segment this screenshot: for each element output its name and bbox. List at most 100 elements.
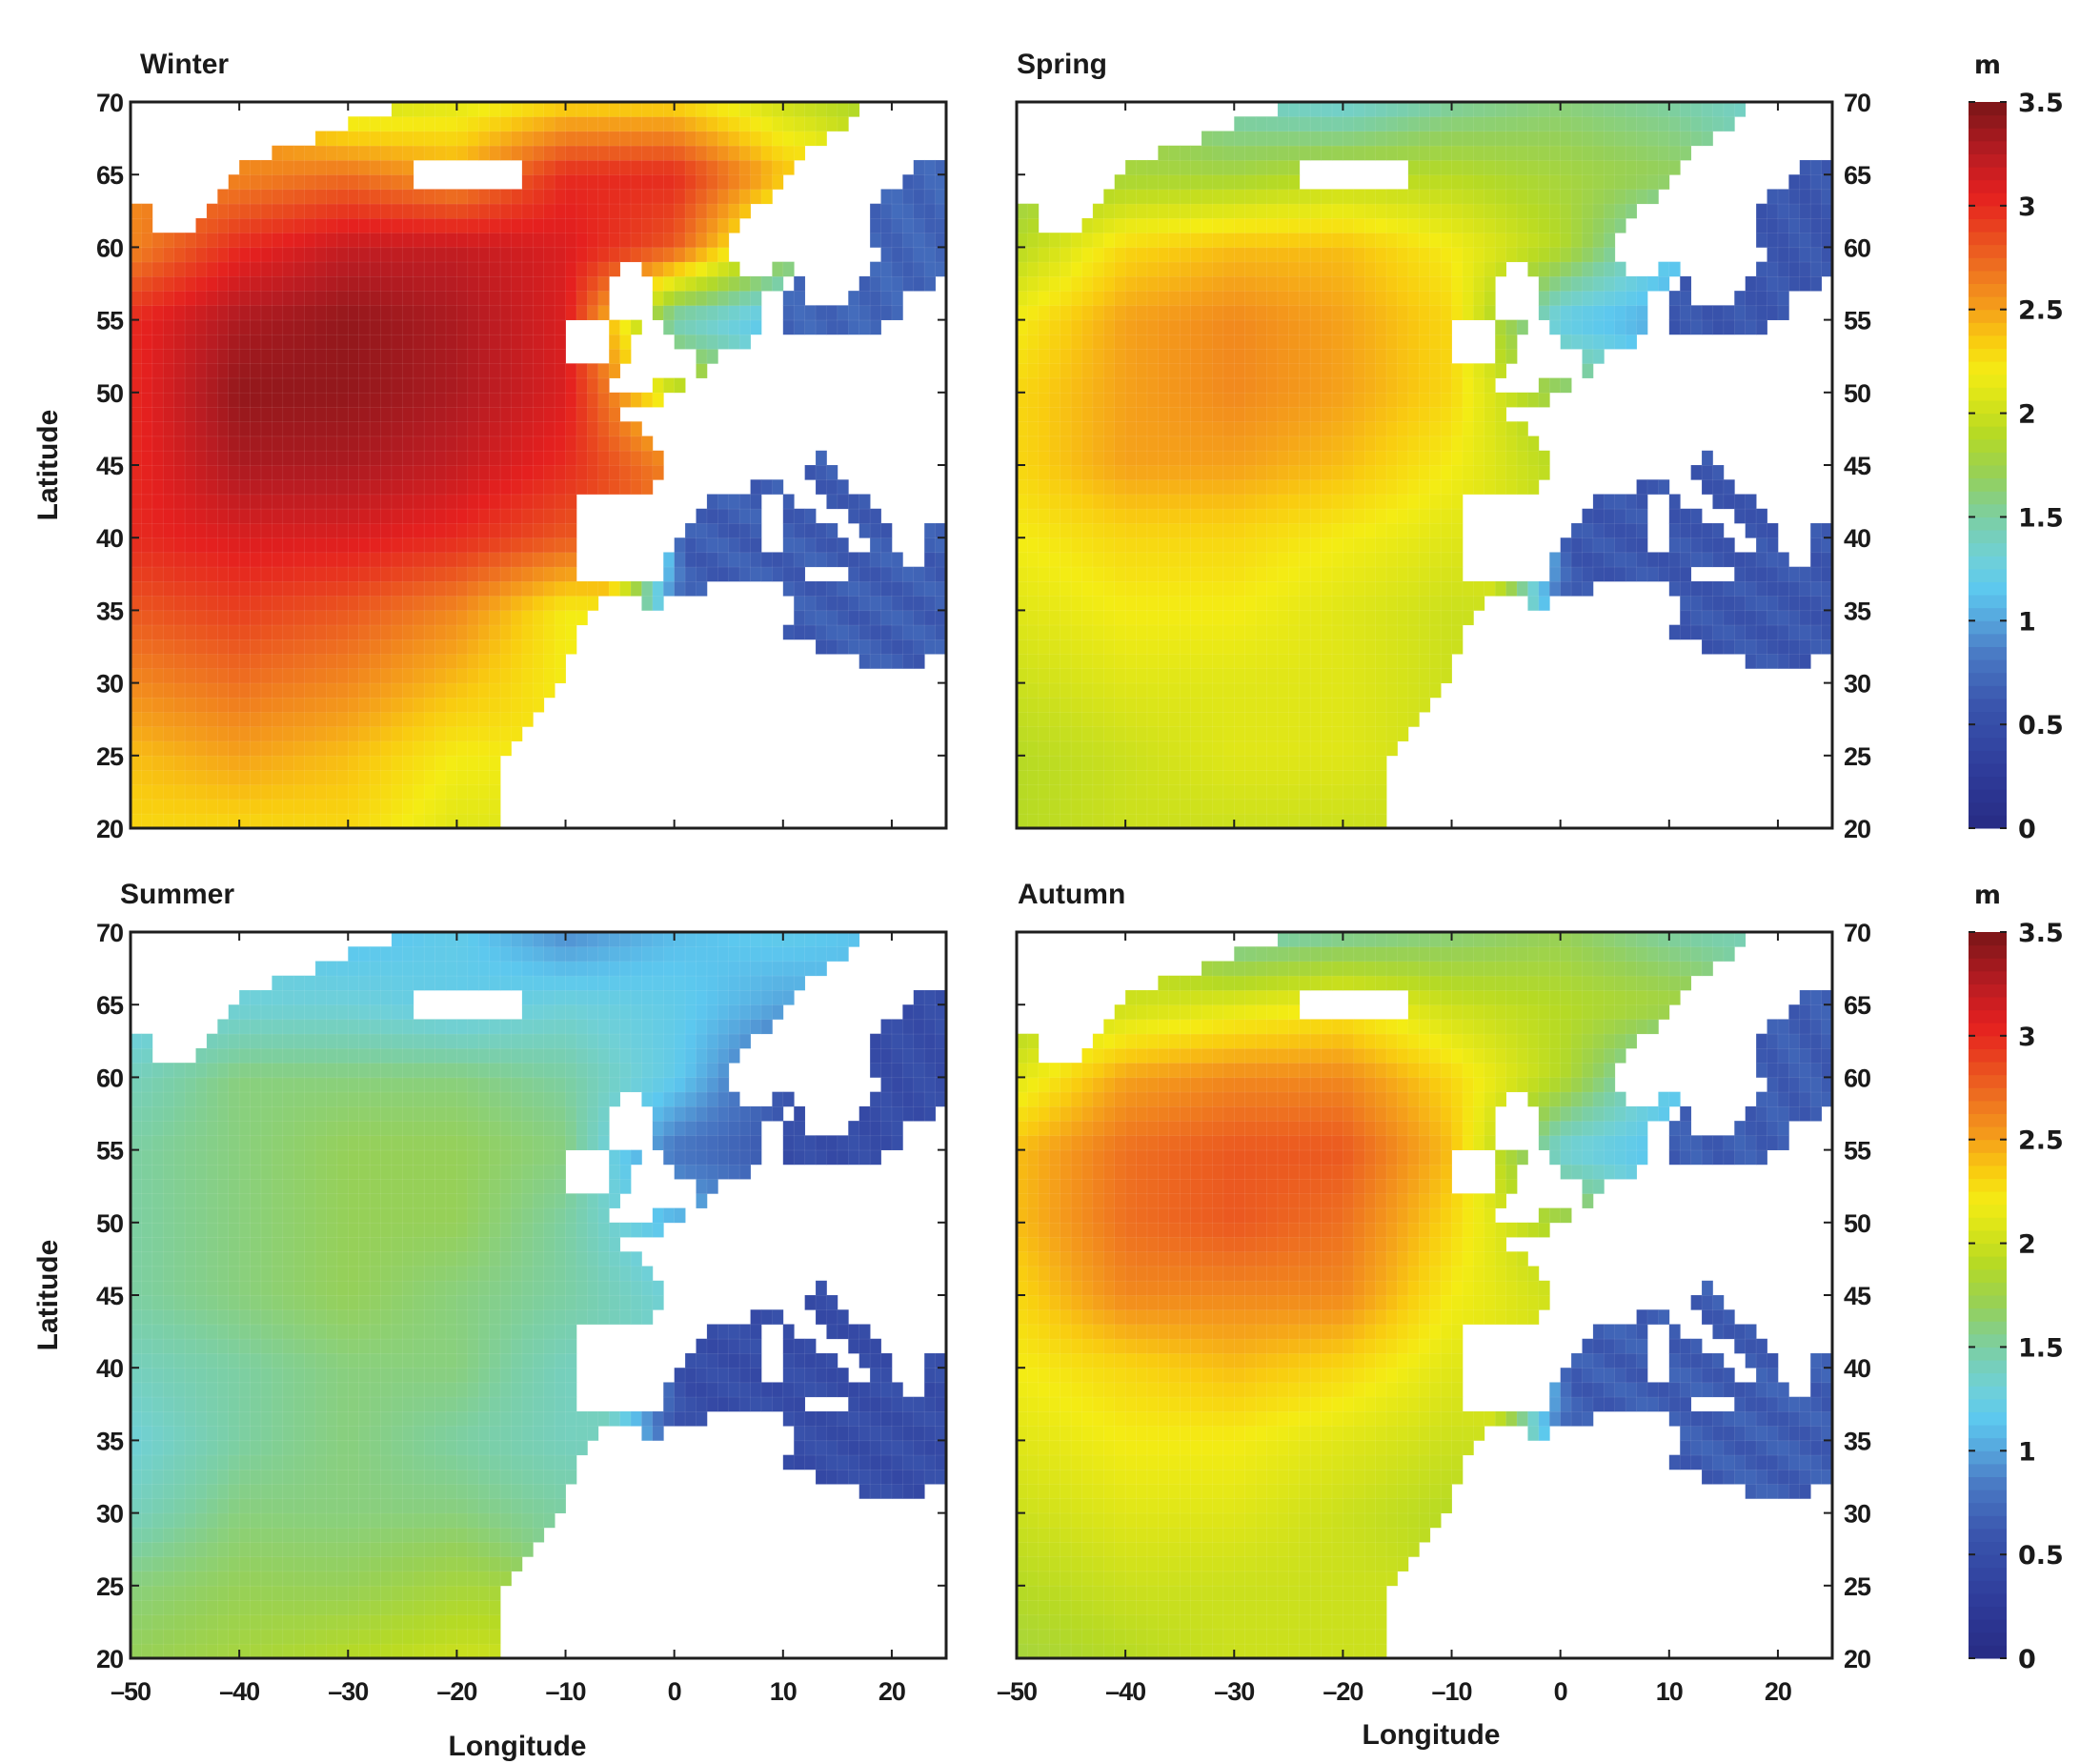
heatmap-cell: [1277, 668, 1290, 684]
heatmap-cell: [587, 377, 599, 394]
heatmap-cell: [923, 275, 937, 292]
heatmap-cell: [1397, 305, 1409, 321]
heatmap-cell: [619, 450, 632, 466]
heatmap-cell: [467, 639, 479, 655]
heatmap-cell: [1418, 232, 1431, 249]
heatmap-cell: [423, 740, 436, 757]
heatmap-cell: [1418, 189, 1431, 205]
heatmap-cell: [162, 799, 175, 815]
heatmap-cell: [1353, 711, 1365, 728]
heatmap-cell: [1048, 552, 1061, 568]
heatmap-cell: [674, 145, 686, 161]
heatmap-cell: [1179, 552, 1192, 568]
heatmap-cell: [521, 101, 534, 117]
heatmap-cell: [1538, 392, 1550, 408]
heatmap-cell: [1179, 261, 1192, 277]
heatmap-cell: [1745, 522, 1757, 538]
heatmap-cell: [336, 217, 349, 233]
heatmap-cell: [717, 290, 730, 307]
heatmap-cell: [1016, 436, 1029, 452]
heatmap-cell: [195, 755, 208, 771]
heatmap-cell: [1103, 189, 1116, 205]
heatmap-cell: [1418, 247, 1431, 263]
heatmap-cell: [652, 115, 664, 132]
heatmap-cell: [1440, 639, 1453, 655]
heatmap-cell: [597, 261, 610, 277]
heatmap-cell: [1027, 682, 1040, 699]
heatmap-cell: [347, 783, 360, 801]
heatmap-cell: [619, 189, 632, 205]
heatmap-cell: [1060, 494, 1072, 510]
heatmap-cell: [456, 566, 469, 582]
heatmap-cell: [1397, 682, 1409, 699]
heatmap-cell: [543, 522, 555, 538]
heatmap-cell: [543, 406, 555, 422]
heatmap-cell: [467, 610, 479, 626]
heatmap-cell: [184, 769, 197, 785]
heatmap-cell: [1385, 653, 1399, 670]
heatmap-cell: [1124, 420, 1138, 437]
heatmap-cell: [456, 508, 469, 524]
heatmap-cell: [1027, 552, 1040, 568]
heatmap-cell: [717, 159, 730, 175]
heatmap-cell: [1625, 275, 1638, 292]
heatmap-cell: [1168, 275, 1181, 292]
heatmap-cell: [477, 101, 491, 117]
heatmap-cell: [1625, 508, 1638, 524]
heatmap-cell: [1158, 478, 1170, 496]
heatmap-cell: [402, 522, 414, 538]
heatmap-cell: [336, 783, 349, 801]
heatmap-cell: [1179, 813, 1192, 829]
heatmap-cell: [1440, 290, 1453, 307]
heatmap-cell: [1103, 247, 1116, 263]
heatmap-cell: [738, 173, 752, 191]
heatmap-cell: [1505, 173, 1518, 191]
heatmap-cell: [662, 247, 676, 263]
heatmap-cell: [347, 508, 360, 524]
heatmap-cell: [511, 726, 523, 742]
heatmap-cell: [1222, 420, 1235, 437]
heatmap-cell: [1321, 639, 1333, 655]
heatmap-cell: [293, 697, 306, 713]
heatmap-cell: [1016, 247, 1029, 263]
heatmap-cell: [445, 740, 458, 757]
heatmap-cell: [1385, 464, 1399, 480]
heatmap-cell: [1505, 189, 1518, 205]
heatmap-cell: [532, 580, 545, 597]
heatmap-cell: [228, 769, 240, 785]
heatmap-cell: [738, 145, 752, 161]
heatmap-cell: [1473, 478, 1485, 496]
heatmap-cell: [130, 290, 143, 307]
heatmap-cell: [391, 494, 404, 510]
heatmap-cell: [554, 275, 567, 292]
heatmap-cell: [1027, 232, 1040, 249]
heatmap-cell: [380, 711, 393, 728]
heatmap-cell: [304, 740, 316, 757]
heatmap-cell: [1679, 101, 1692, 117]
heatmap-cell: [445, 363, 458, 379]
heatmap-cell: [684, 247, 697, 263]
heatmap-cell: [1418, 464, 1431, 480]
heatmap-cell: [173, 595, 186, 612]
heatmap-cell: [652, 203, 664, 219]
heatmap-cell: [499, 115, 513, 132]
heatmap-cell: [511, 639, 523, 655]
heatmap-cell: [260, 203, 273, 219]
heatmap-cell: [1484, 392, 1496, 408]
heatmap-cell: [1363, 755, 1377, 771]
heatmap-cell: [597, 377, 610, 394]
heatmap-cell: [1592, 508, 1605, 524]
heatmap-cell: [1418, 653, 1431, 670]
heatmap-cell: [477, 348, 491, 365]
heatmap-cell: [467, 464, 479, 480]
heatmap-cell: [130, 247, 143, 263]
heatmap-cell: [750, 566, 762, 582]
heatmap-cell: [1016, 595, 1029, 612]
heatmap-cell: [238, 639, 252, 655]
heatmap-cell: [1233, 232, 1246, 249]
heatmap-cell: [1385, 232, 1399, 249]
heatmap-cell: [1288, 334, 1301, 350]
heatmap-cell: [445, 522, 458, 538]
heatmap-cell: [738, 508, 752, 524]
heatmap-cell: [336, 247, 349, 263]
